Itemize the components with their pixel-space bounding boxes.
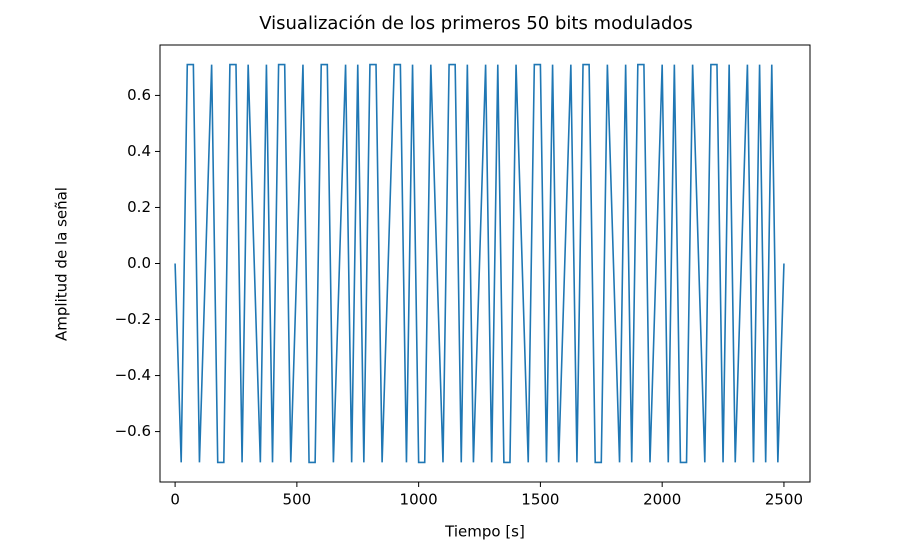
y-axis-label: Amplitud de la señal	[53, 187, 71, 341]
y-tick-label: 0.2	[127, 198, 151, 216]
x-tick-label: 0	[170, 491, 180, 509]
y-tick-label: 0.4	[127, 142, 151, 160]
x-tick-label: 2000	[643, 491, 681, 509]
chart-title: Visualización de los primeros 50 bits mo…	[259, 13, 693, 34]
y-tick-label: 0.6	[127, 86, 151, 104]
y-tick-label: 0.0	[127, 254, 151, 272]
x-tick-label: 1500	[521, 491, 559, 509]
plot-frame	[159, 44, 811, 483]
x-axis-label: Tiempo [s]	[444, 523, 525, 541]
y-tick-label: −0.4	[115, 366, 151, 384]
y-tick-label: −0.6	[115, 422, 151, 440]
signal-line	[174, 63, 785, 464]
x-tick-label: 2500	[765, 491, 803, 509]
x-tick-label: 500	[283, 491, 312, 509]
y-tick-label: −0.2	[115, 310, 151, 328]
x-tick-label: 1000	[400, 491, 438, 509]
